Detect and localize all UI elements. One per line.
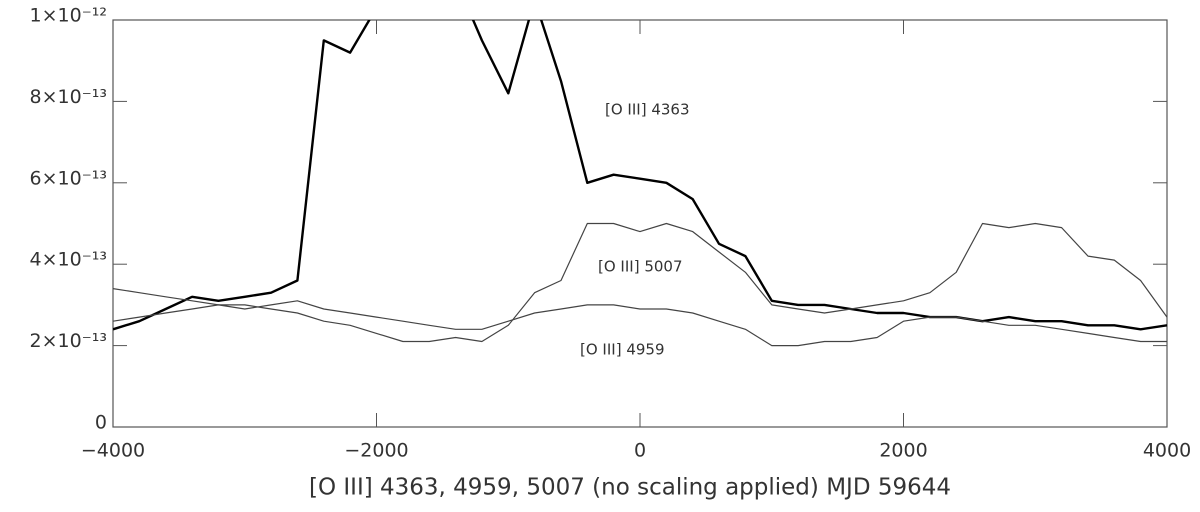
series-line: [113, 300, 1167, 347]
x-axis-label: [O III] 4363, 4959, 5007 (no scaling app…: [309, 475, 951, 501]
y-tick-label: 0: [95, 412, 107, 434]
y-tick-label: 8×10⁻¹³: [30, 86, 107, 108]
y-tick-label: 2×10⁻¹³: [30, 330, 107, 352]
x-tick-label: 4000: [1143, 440, 1191, 462]
series-annotation: [O III] 5007: [598, 258, 683, 276]
x-tick-label: −4000: [81, 440, 145, 462]
x-tick-label: 0: [634, 440, 646, 462]
series-line: [113, 20, 1167, 331]
y-tick-label: 1×10⁻¹²: [30, 5, 107, 27]
x-tick-label: 2000: [879, 440, 927, 462]
series-annotation: [O III] 4363: [605, 101, 690, 119]
y-tick-label: 6×10⁻¹³: [30, 167, 107, 189]
series-line: [113, 222, 1167, 343]
y-tick-label: 4×10⁻¹³: [30, 249, 107, 271]
series-annotation: [O III] 4959: [580, 341, 665, 359]
x-tick-label: −2000: [344, 440, 408, 462]
plot-frame: [112, 19, 1168, 428]
